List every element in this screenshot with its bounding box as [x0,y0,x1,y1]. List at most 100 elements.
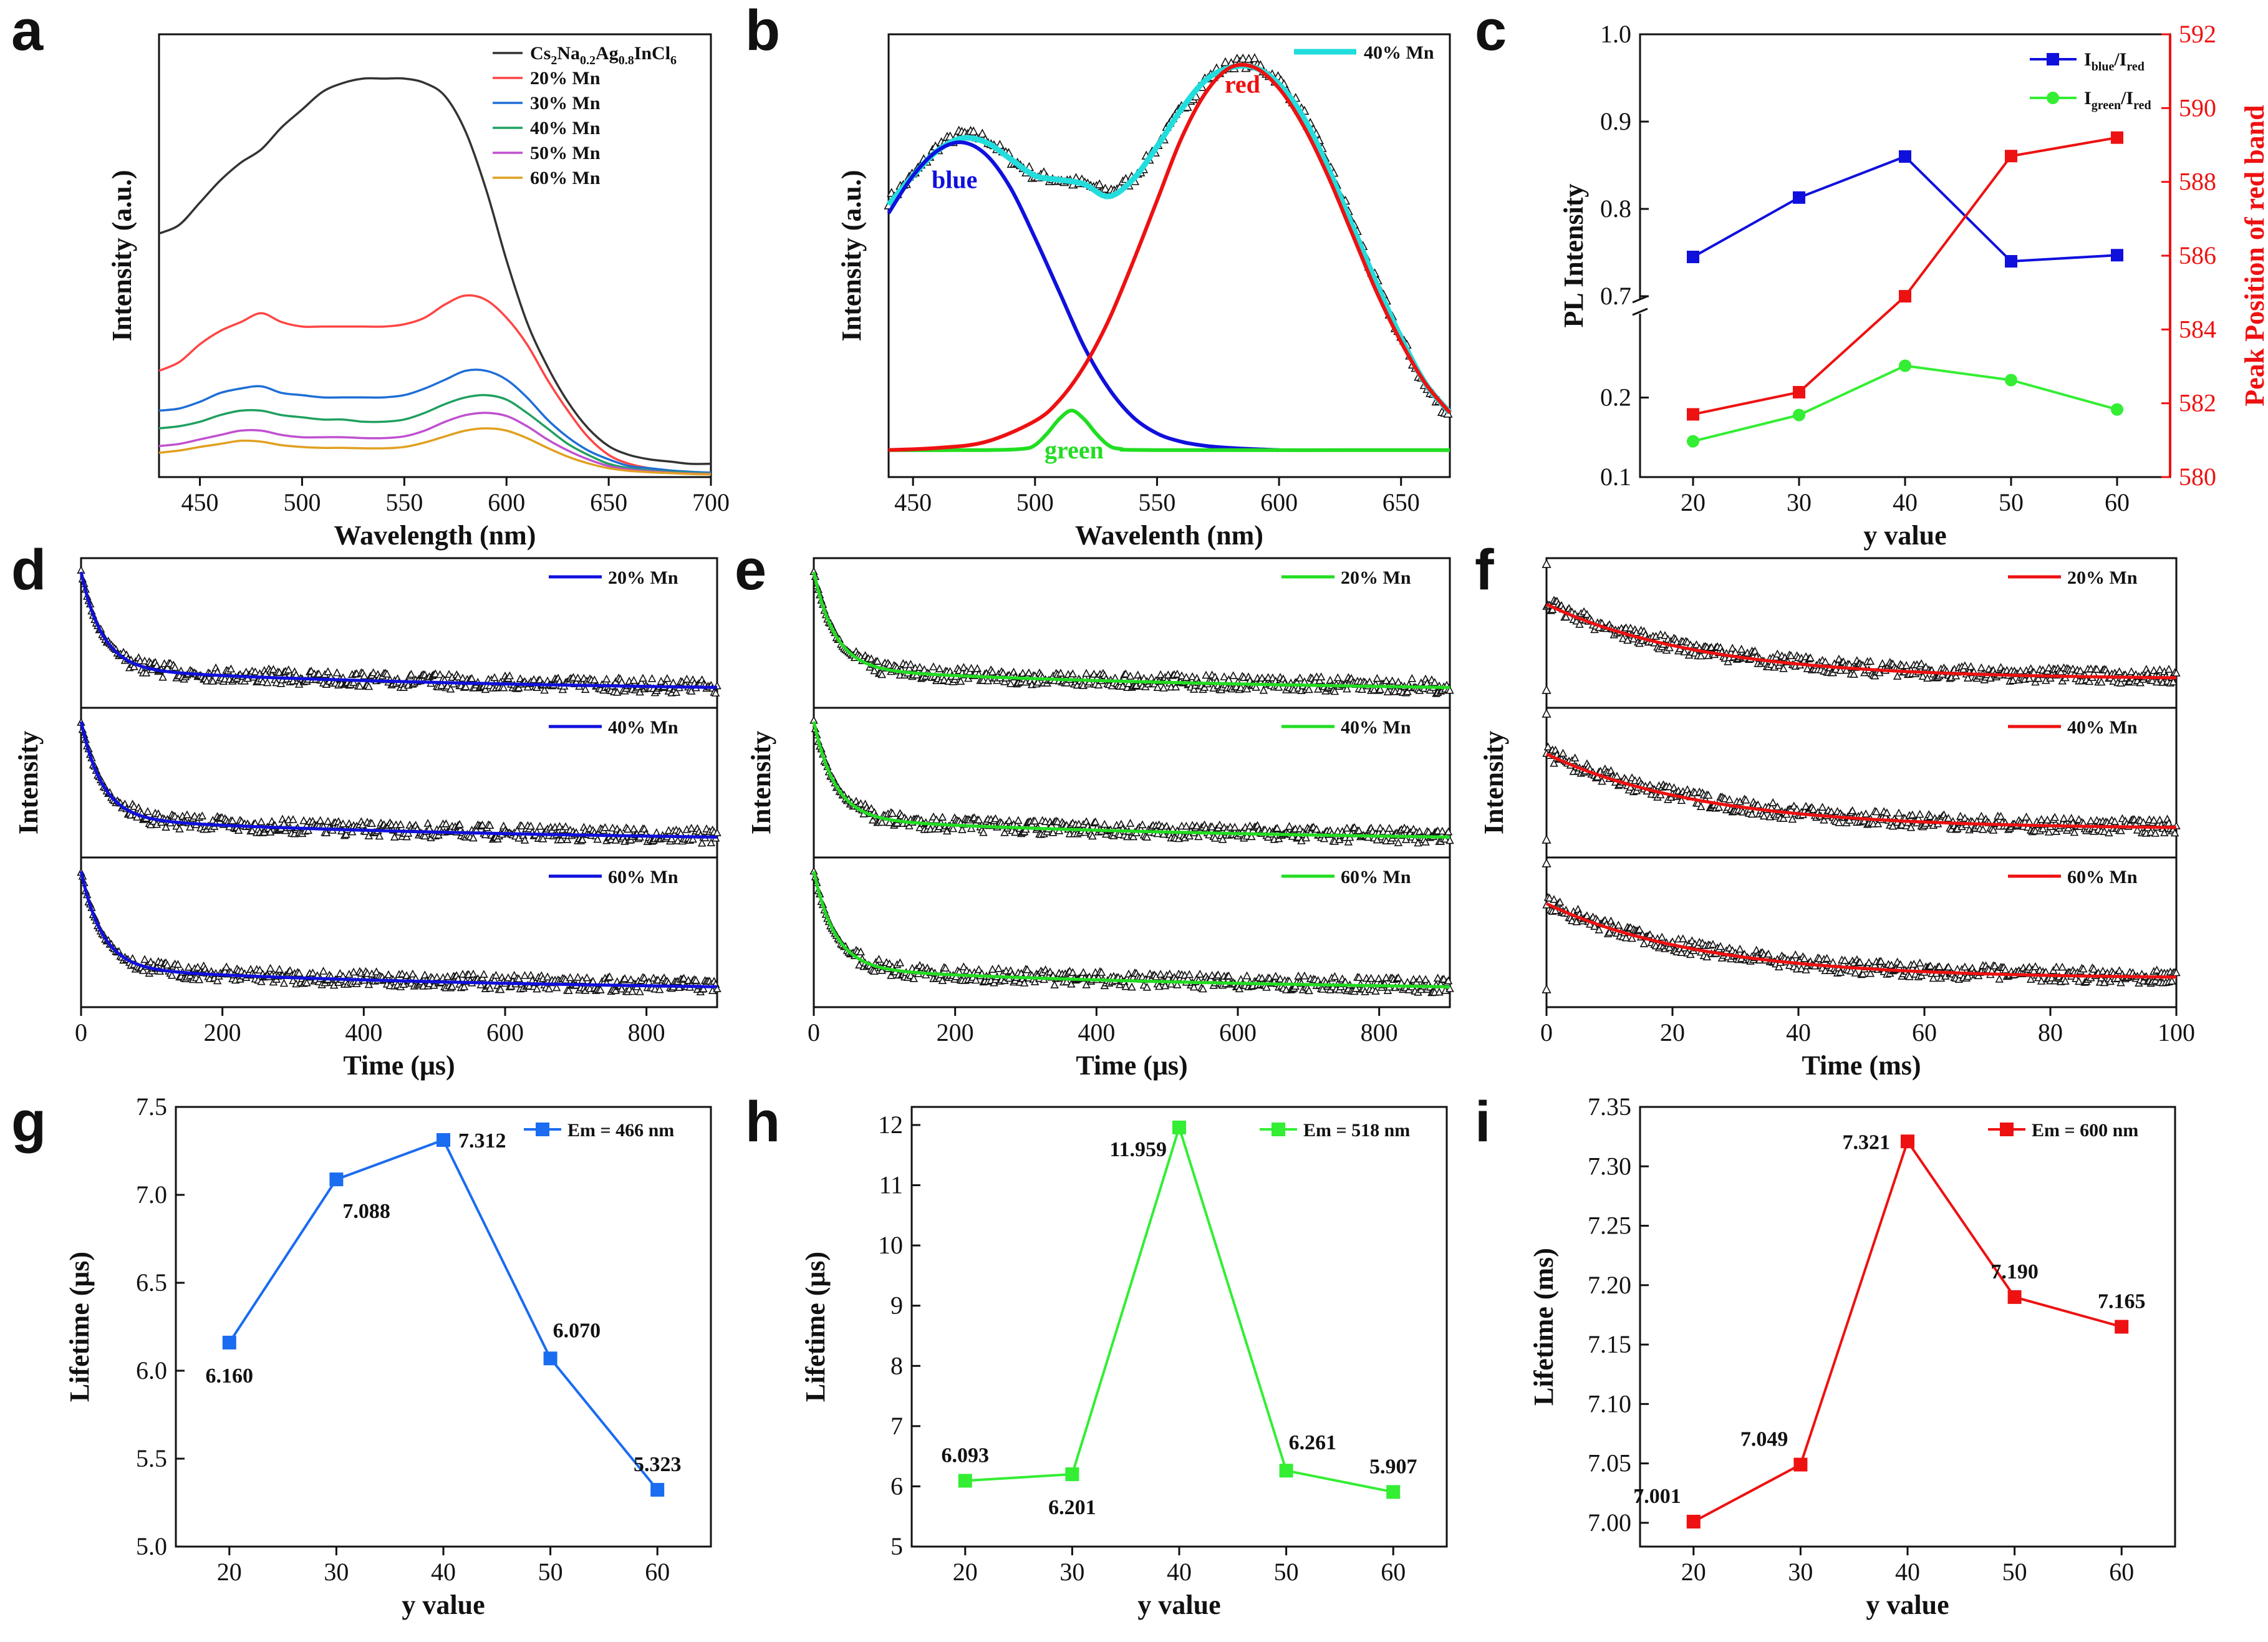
decay-point [360,671,369,680]
decay-point [629,675,639,684]
decay-point [222,962,231,971]
decay-point [257,977,266,985]
decay-point [130,662,138,670]
decay-point [442,819,451,828]
decay-point [1121,669,1131,678]
decay-point [1445,685,1454,694]
decay-point [1961,813,1969,822]
decay-point [940,675,948,683]
decay-point [1646,780,1654,789]
decay-point [398,969,407,978]
measured-point [977,128,987,138]
decay-point [1709,940,1717,948]
panel-h: h 20 30 40 50 60 y value 5 6 7 8 9 10 11 12 Lifetime (μ… [745,1090,1448,1620]
decay-point [941,963,950,972]
decay-point [1159,683,1168,692]
decay-point [1156,970,1165,978]
decay-point [1656,790,1665,799]
decay-point [1677,796,1686,804]
decay-point [1806,653,1815,662]
legend-marker [2047,53,2059,65]
decay-point [1371,987,1380,995]
decay-point [582,973,591,982]
decay-point [1779,664,1788,672]
decay-point [1979,824,1987,833]
decay-point [1354,973,1364,981]
decay-point [1550,895,1558,903]
g-data-label: 7.088 [342,1200,390,1223]
g-y-tick-label: 7.5 [136,1093,167,1121]
e-x-tick-label: 200 [937,1018,974,1046]
decay-point [1590,922,1599,930]
decay-point [1138,820,1147,829]
c-y-tick-label: 1.0 [1600,20,1631,48]
decay-point [1545,893,1554,902]
c-y-axis-label: PL Intensity [1558,183,1589,327]
measured-point [1250,53,1260,62]
decay-point [1542,834,1551,844]
panel-letter-b: b [745,0,780,62]
decay-point [408,969,417,978]
decay-point [1570,753,1580,761]
decay-point [1875,668,1884,677]
decay-point [687,823,696,832]
decay-point [1543,742,1553,751]
decay-point [496,985,505,993]
decay-point [1966,662,1976,670]
h-data-label: 5.907 [1369,1455,1417,1478]
decay-point [170,662,180,671]
c-point [1687,435,1699,448]
decay-point [1177,671,1186,680]
decay-point [602,674,611,683]
h-y-tick-label: 11 [879,1171,903,1199]
i-lifetime-point [2115,1320,2129,1334]
decay-point [611,835,620,844]
decay-point [526,821,536,830]
c-series-line-1 [1692,364,2118,443]
i-y-tick-label: 7.15 [1588,1330,1631,1358]
decay-point [1294,971,1303,980]
decay-point [2169,677,2178,685]
decay-point [1905,972,1914,980]
decay-point [682,674,692,683]
panel-i: i 20 30 40 50 60 y value 7.00 7.05 7.10 7.15 7.20 7.… [1475,1090,2176,1620]
decay-point [1330,687,1339,695]
g-x-tick-label: 50 [538,1558,563,1586]
decay-point [2172,668,2181,677]
decay-point [867,654,876,662]
g-y-tick-label: 6.0 [136,1356,167,1384]
decay-point [384,970,393,978]
decay-point [1986,674,1995,682]
decay-point [1438,826,1447,835]
decay-point [1383,687,1392,695]
decay-point [491,970,501,979]
decay-point [1369,685,1379,693]
decay-point [1558,748,1568,757]
i-y-axis-label: Lifetime (ms) [1528,1248,1559,1406]
a-x-tick-label: 450 [181,488,219,516]
decay-point [1171,682,1180,691]
decay-point [1887,960,1896,969]
c-point [2111,249,2123,262]
decay-point [499,683,508,692]
decay-point [143,807,152,815]
i-lifetime-point [1793,1457,1808,1472]
decay-point [935,822,944,830]
decay-point [877,965,887,974]
decay-point [476,980,485,988]
decay-point [1661,630,1669,639]
decay-point [1585,919,1595,928]
decay-point [2039,824,2047,833]
decay-point [1252,682,1260,691]
decay-point [1918,672,1928,680]
decay-point [578,835,587,843]
decay-point [319,967,328,975]
legend-marker [2047,92,2059,104]
decay-point [688,834,697,843]
decay-point [1542,685,1551,694]
decay-point [435,670,445,679]
decay-point [190,811,199,820]
decay-point [956,677,965,685]
c-point [2111,131,2123,144]
decay-point [2110,817,2120,825]
